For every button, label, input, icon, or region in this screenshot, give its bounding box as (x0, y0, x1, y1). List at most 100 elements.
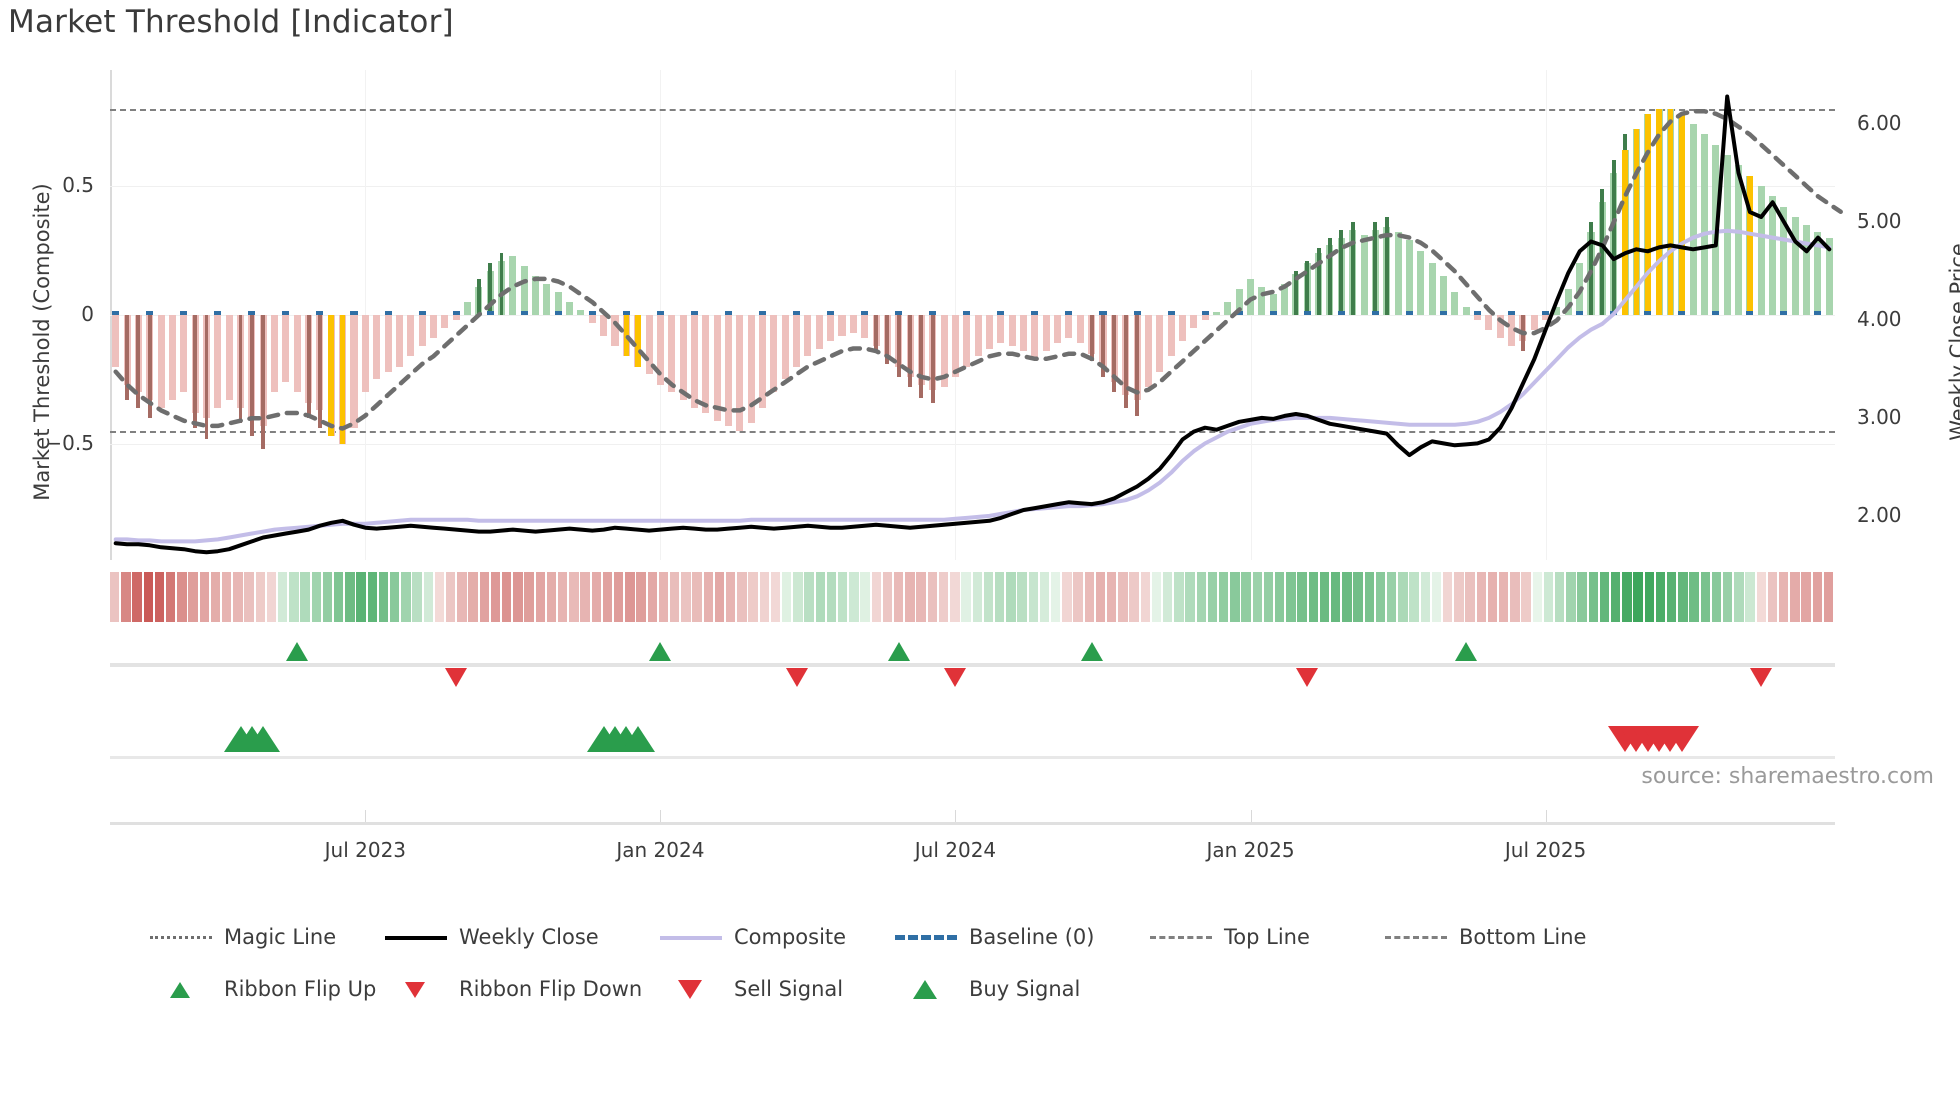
ribbon-flip-down-marker (445, 668, 468, 687)
histogram-bar (1135, 315, 1139, 416)
histogram-bar (713, 315, 721, 421)
histogram-bar (600, 315, 608, 336)
histogram-bar (724, 315, 733, 426)
ribbon-cell (1039, 572, 1050, 622)
baseline-segment (350, 311, 358, 315)
legend-label: Weekly Close (459, 925, 599, 949)
ribbon-cell (1521, 572, 1531, 622)
ribbon-cell (110, 572, 120, 622)
histogram-bar (112, 315, 120, 367)
legend-item-ribbon-flip-up[interactable]: Ribbon Flip Up (150, 977, 376, 1001)
triangle-up-icon (895, 979, 957, 999)
legend-item-buy-signal[interactable]: Buy Signal (895, 977, 1080, 1001)
histogram-bar (249, 315, 254, 437)
ribbon-cell (1678, 572, 1688, 622)
ribbon-cell (412, 572, 422, 622)
ribbon-cell (1386, 572, 1397, 622)
histogram-bar (1373, 222, 1378, 315)
baseline-segment (997, 311, 1005, 315)
histogram-bar (1735, 165, 1743, 315)
histogram-bar (1201, 315, 1209, 321)
ribbon-cell (266, 572, 277, 622)
histogram-bar (963, 315, 971, 367)
ribbon-cell (1319, 572, 1330, 622)
ribbon-cell (1028, 572, 1038, 622)
ribbon-cell (681, 572, 691, 622)
histogram-bar (908, 315, 912, 388)
ribbon-cell (1050, 572, 1061, 622)
histogram-bar (1031, 315, 1039, 359)
ribbon-cell (1118, 572, 1128, 622)
solid-line-icon (385, 927, 447, 947)
baseline-segment (929, 311, 937, 315)
ribbon-cell (535, 572, 546, 622)
baseline-segment (1576, 311, 1584, 315)
ribbon-cell (1431, 572, 1442, 622)
legend-item-baseline-0[interactable]: Baseline (0) (895, 925, 1094, 949)
ribbon-cell (278, 572, 288, 622)
legend-item-top-line[interactable]: Top Line (1150, 925, 1310, 949)
legend-item-ribbon-flip-down[interactable]: Ribbon Flip Down (385, 977, 642, 1001)
ribbon-cell (524, 572, 534, 622)
ribbon-cell (1644, 572, 1654, 622)
ribbon-cell (390, 572, 400, 622)
ribbon-cell (1062, 572, 1072, 622)
histogram-bar (1769, 196, 1777, 315)
x-axis-tick-mark (955, 810, 957, 822)
legend-item-magic-line[interactable]: Magic Line (150, 925, 336, 949)
x-axis-tick-label: Jan 2024 (616, 838, 705, 862)
ribbon-cell (1577, 572, 1587, 622)
ribbon-cell (1297, 572, 1307, 622)
ribbon-cell (1689, 572, 1699, 622)
ribbon-cell (1566, 572, 1576, 622)
ribbon-cell (558, 572, 568, 622)
histogram-bar (1600, 188, 1605, 315)
histogram-bar (180, 315, 188, 393)
source-attribution: source: sharemaestro.com (1641, 764, 1934, 789)
signal-axis-line (110, 756, 1835, 759)
y-axis-right-tick-label: 3.00 (1857, 404, 1902, 429)
ribbon-cell (334, 572, 344, 622)
x-axis-tick-mark (660, 810, 662, 822)
legend-item-sell-signal[interactable]: Sell Signal (660, 977, 843, 1001)
baseline-segment (1405, 311, 1413, 315)
histogram-bar (282, 315, 290, 383)
ribbon-flip-up-marker (1080, 642, 1103, 661)
legend-item-bottom-line[interactable]: Bottom Line (1385, 925, 1586, 949)
histogram-bar (463, 302, 471, 315)
x-axis-tick-mark (1545, 810, 1547, 822)
ribbon-cell (938, 572, 949, 622)
histogram-bar (997, 315, 1005, 344)
ribbon-flip-up-marker (887, 642, 910, 661)
histogram-bar (770, 315, 778, 393)
ribbon-cell (1398, 572, 1408, 622)
histogram-bar (1235, 289, 1243, 315)
triangle-down-icon (385, 979, 447, 999)
histogram-bar (1825, 237, 1833, 315)
ribbon-cell (1420, 572, 1430, 622)
legend-item-weekly-close[interactable]: Weekly Close (385, 925, 599, 949)
legend-label: Top Line (1224, 925, 1310, 949)
legend-item-composite[interactable]: Composite (660, 925, 846, 949)
baseline-segment (316, 311, 324, 315)
ribbon-cell (849, 572, 859, 622)
ribbon-cell (1498, 572, 1509, 622)
ribbon-cell (1476, 572, 1486, 622)
histogram-bar (1417, 250, 1425, 315)
baseline-segment (282, 311, 290, 315)
ribbon-cell (1196, 572, 1206, 622)
histogram-bar (1065, 315, 1073, 339)
baseline-segment (486, 311, 494, 315)
ribbon-cell (1543, 572, 1554, 622)
ribbon-cell (356, 572, 366, 622)
baseline-segment (1371, 311, 1379, 315)
histogram-bar (815, 315, 823, 349)
histogram-bar (452, 315, 460, 321)
ribbon-cell (1274, 572, 1285, 622)
histogram-bar (1485, 315, 1493, 331)
y-axis-right-tick-label: 6.00 (1857, 110, 1902, 135)
ribbon-cell (255, 572, 266, 622)
ribbon-cell (815, 572, 826, 622)
histogram-bar (1339, 229, 1344, 315)
ribbon-cell (1151, 572, 1162, 622)
